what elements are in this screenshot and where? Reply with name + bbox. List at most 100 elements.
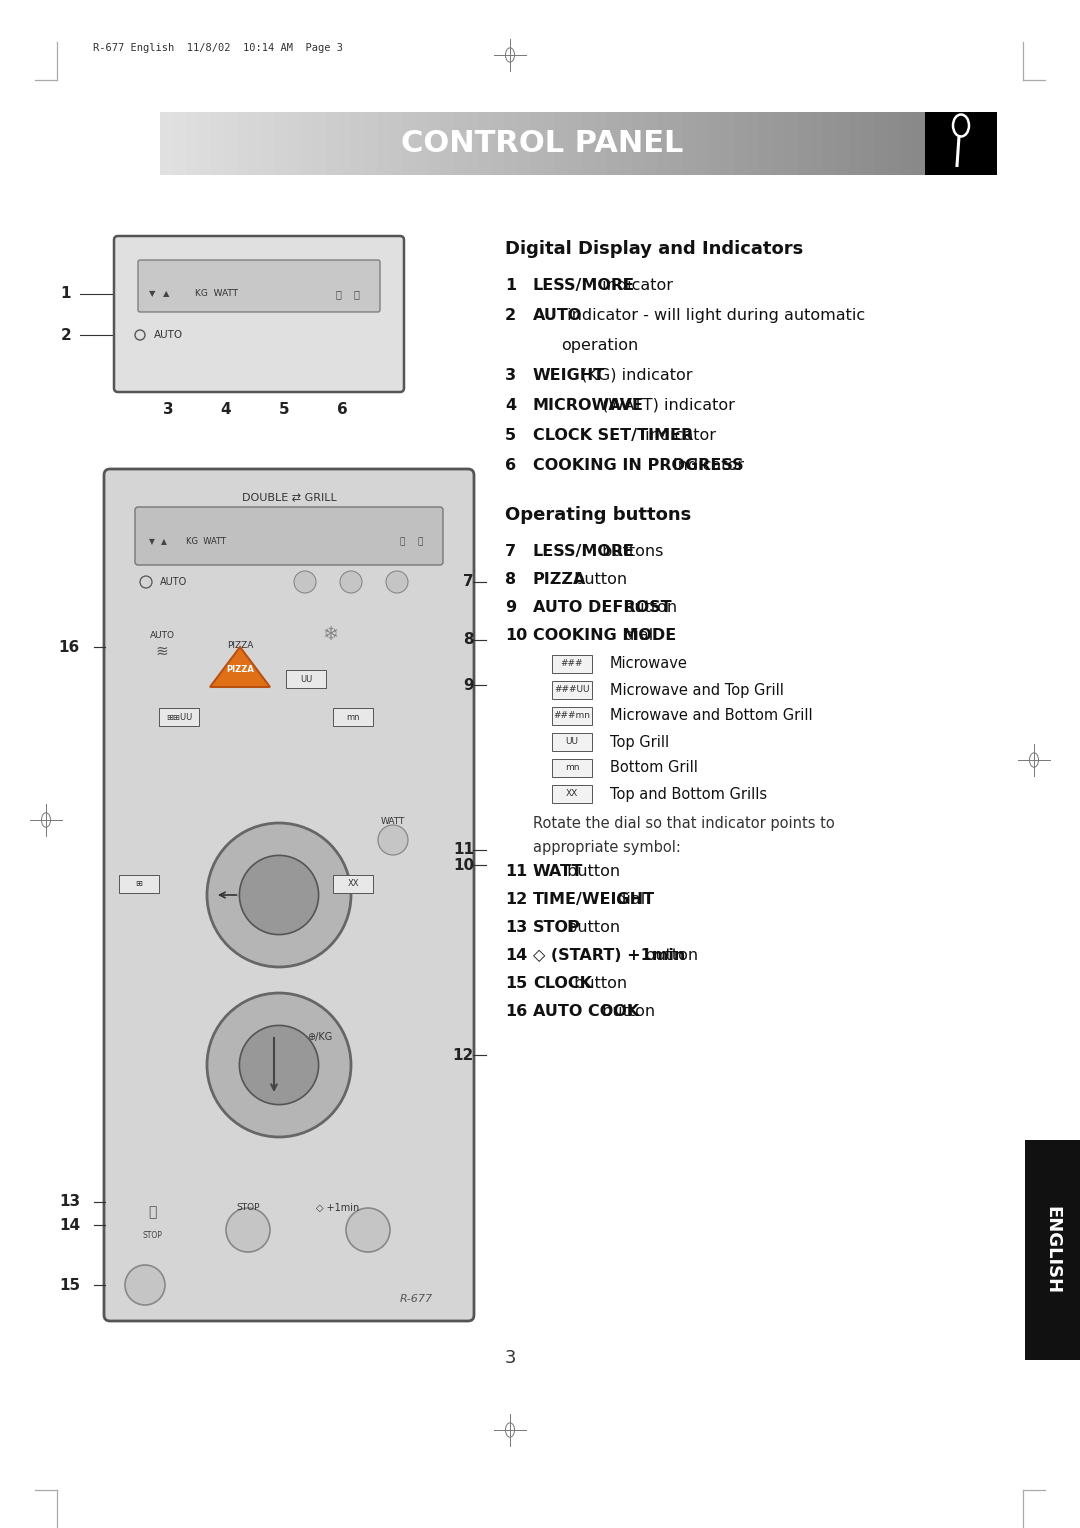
FancyBboxPatch shape xyxy=(138,260,380,312)
Text: button: button xyxy=(562,863,620,879)
Text: PIZZA: PIZZA xyxy=(226,665,254,674)
Text: buttons: buttons xyxy=(597,544,663,559)
Circle shape xyxy=(125,1265,165,1305)
Text: 3: 3 xyxy=(504,1349,516,1368)
Bar xyxy=(173,112,187,176)
Text: XX: XX xyxy=(348,880,359,888)
Text: Top and Bottom Grills: Top and Bottom Grills xyxy=(610,787,767,802)
Bar xyxy=(428,112,442,176)
Text: KG  WATT: KG WATT xyxy=(186,538,226,547)
Text: 1: 1 xyxy=(505,278,516,293)
Bar xyxy=(249,112,264,176)
FancyBboxPatch shape xyxy=(119,876,159,892)
Bar xyxy=(338,112,352,176)
Text: 4: 4 xyxy=(220,402,231,417)
Text: ###: ### xyxy=(561,660,583,669)
Bar xyxy=(746,112,760,176)
Bar xyxy=(465,112,480,176)
Bar xyxy=(797,112,811,176)
Circle shape xyxy=(226,1209,270,1251)
Text: STOP: STOP xyxy=(143,1230,162,1239)
Bar xyxy=(594,112,607,176)
Text: 5: 5 xyxy=(279,402,289,417)
Bar xyxy=(658,112,671,176)
Text: indicator - will light during automatic: indicator - will light during automatic xyxy=(562,309,865,322)
Bar xyxy=(517,112,530,176)
Text: CLOCK: CLOCK xyxy=(534,976,592,992)
Bar xyxy=(530,112,543,176)
Text: WATT: WATT xyxy=(381,817,405,827)
Text: 11: 11 xyxy=(505,863,527,879)
Bar xyxy=(211,112,225,176)
Bar xyxy=(721,112,734,176)
Text: mn: mn xyxy=(565,764,579,773)
Circle shape xyxy=(346,1209,390,1251)
Bar xyxy=(733,112,747,176)
Bar xyxy=(772,112,786,176)
Text: 8: 8 xyxy=(505,571,516,587)
Text: 12: 12 xyxy=(453,1048,474,1062)
Bar xyxy=(810,112,824,176)
Text: 14: 14 xyxy=(505,947,527,963)
FancyBboxPatch shape xyxy=(552,681,592,698)
Text: ⊕/KG: ⊕/KG xyxy=(307,1031,333,1042)
Text: LESS/MORE: LESS/MORE xyxy=(534,278,635,293)
Text: 5: 5 xyxy=(505,428,516,443)
Text: UU: UU xyxy=(566,738,579,747)
Text: mn: mn xyxy=(347,712,360,721)
Circle shape xyxy=(294,571,316,593)
Bar xyxy=(823,112,837,176)
Text: ⏻: ⏻ xyxy=(353,289,359,299)
Text: Digital Display and Indicators: Digital Display and Indicators xyxy=(505,240,804,258)
FancyBboxPatch shape xyxy=(552,656,592,672)
Bar xyxy=(645,112,658,176)
Text: 14: 14 xyxy=(59,1218,80,1233)
Text: ▼: ▼ xyxy=(149,538,154,547)
Circle shape xyxy=(207,824,351,967)
Text: Microwave and Top Grill: Microwave and Top Grill xyxy=(610,683,784,697)
Text: ❄: ❄ xyxy=(322,625,338,645)
FancyBboxPatch shape xyxy=(552,759,592,778)
Text: ⏰: ⏰ xyxy=(335,289,341,299)
Text: KG  WATT: KG WATT xyxy=(195,289,238,298)
FancyBboxPatch shape xyxy=(552,707,592,724)
FancyBboxPatch shape xyxy=(104,469,474,1322)
Bar xyxy=(555,112,569,176)
Bar xyxy=(887,112,901,176)
Bar xyxy=(326,112,339,176)
Bar xyxy=(900,112,914,176)
Bar xyxy=(849,112,862,176)
Text: Operating buttons: Operating buttons xyxy=(505,506,691,524)
Text: ⊞: ⊞ xyxy=(135,880,143,888)
Text: 16: 16 xyxy=(505,1004,527,1019)
Text: ###UU: ###UU xyxy=(554,686,590,695)
Text: indicator: indicator xyxy=(669,458,744,474)
Bar xyxy=(632,112,646,176)
FancyBboxPatch shape xyxy=(114,235,404,393)
Text: PIZZA: PIZZA xyxy=(227,640,253,649)
Text: ▲: ▲ xyxy=(163,289,170,298)
FancyBboxPatch shape xyxy=(159,707,199,726)
Bar xyxy=(441,112,455,176)
Text: dial: dial xyxy=(611,892,646,908)
FancyBboxPatch shape xyxy=(135,507,443,565)
Bar xyxy=(364,112,378,176)
Text: WATT: WATT xyxy=(534,863,583,879)
Bar xyxy=(262,112,275,176)
Text: 3: 3 xyxy=(505,368,516,384)
Text: AUTO DEFROST: AUTO DEFROST xyxy=(534,601,672,614)
Text: AUTO COOK: AUTO COOK xyxy=(534,1004,639,1019)
Text: Microwave and Bottom Grill: Microwave and Bottom Grill xyxy=(610,709,812,723)
Text: AUTO: AUTO xyxy=(154,330,184,341)
Text: ◇ +1min: ◇ +1min xyxy=(316,1203,360,1213)
Text: CLOCK SET/TIMER: CLOCK SET/TIMER xyxy=(534,428,693,443)
Text: indicator: indicator xyxy=(640,428,716,443)
Bar xyxy=(913,112,926,176)
Bar xyxy=(478,112,492,176)
Bar xyxy=(377,112,391,176)
Text: indicator: indicator xyxy=(597,278,673,293)
Text: ENGLISH: ENGLISH xyxy=(1043,1206,1062,1294)
Text: ▼: ▼ xyxy=(149,289,156,298)
Text: ⏻: ⏻ xyxy=(417,538,422,547)
Circle shape xyxy=(386,571,408,593)
